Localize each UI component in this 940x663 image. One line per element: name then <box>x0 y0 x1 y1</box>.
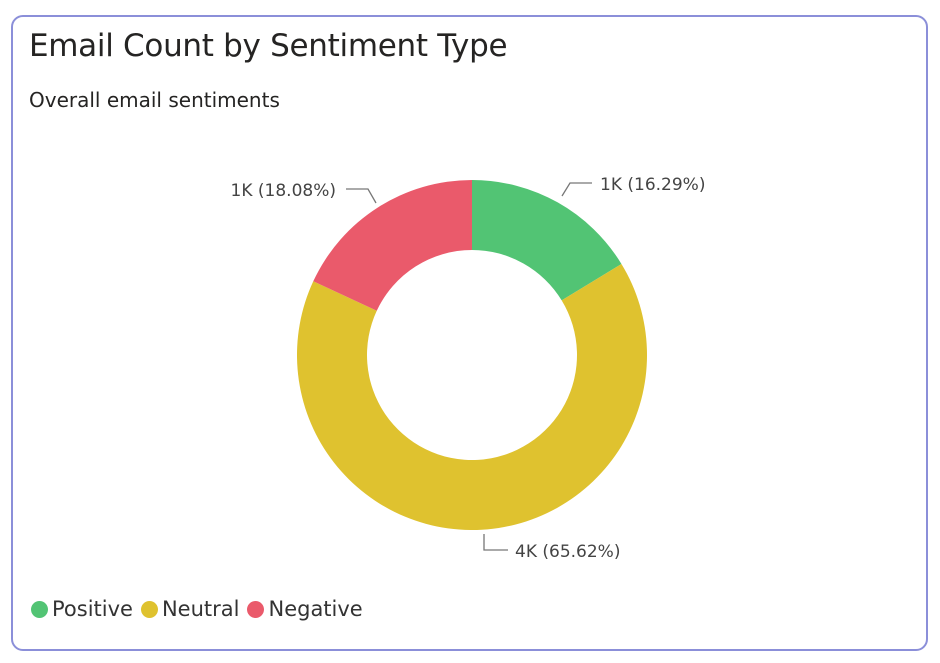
legend-label: Positive <box>52 597 133 621</box>
leader-line-neutral <box>483 534 508 551</box>
legend-item-negative[interactable]: Negative <box>247 597 363 621</box>
leader-line-positive <box>561 182 592 197</box>
legend: Positive Neutral Negative <box>31 597 371 621</box>
leader-line-negative <box>346 188 377 204</box>
donut-slice-positive[interactable] <box>472 180 622 301</box>
legend-dot-icon <box>31 600 48 618</box>
donut-slice-negative[interactable] <box>313 180 472 311</box>
donut-slice-neutral[interactable] <box>297 263 647 530</box>
legend-label: Negative <box>268 597 363 621</box>
chart-card <box>11 15 928 651</box>
data-label-neutral: 4K (65.62%) <box>515 542 620 562</box>
chart-subtitle: Overall email sentiments <box>29 88 280 112</box>
data-label-negative: 1K (18.08%) <box>231 181 336 201</box>
legend-dot-icon <box>247 600 265 618</box>
chart-title: Email Count by Sentiment Type <box>29 28 508 64</box>
data-label-positive: 1K (16.29%) <box>600 175 705 195</box>
legend-item-positive[interactable]: Positive <box>31 597 133 621</box>
legend-dot-icon <box>140 600 158 618</box>
legend-label: Neutral <box>161 597 240 621</box>
legend-item-neutral[interactable]: Neutral <box>140 597 240 621</box>
